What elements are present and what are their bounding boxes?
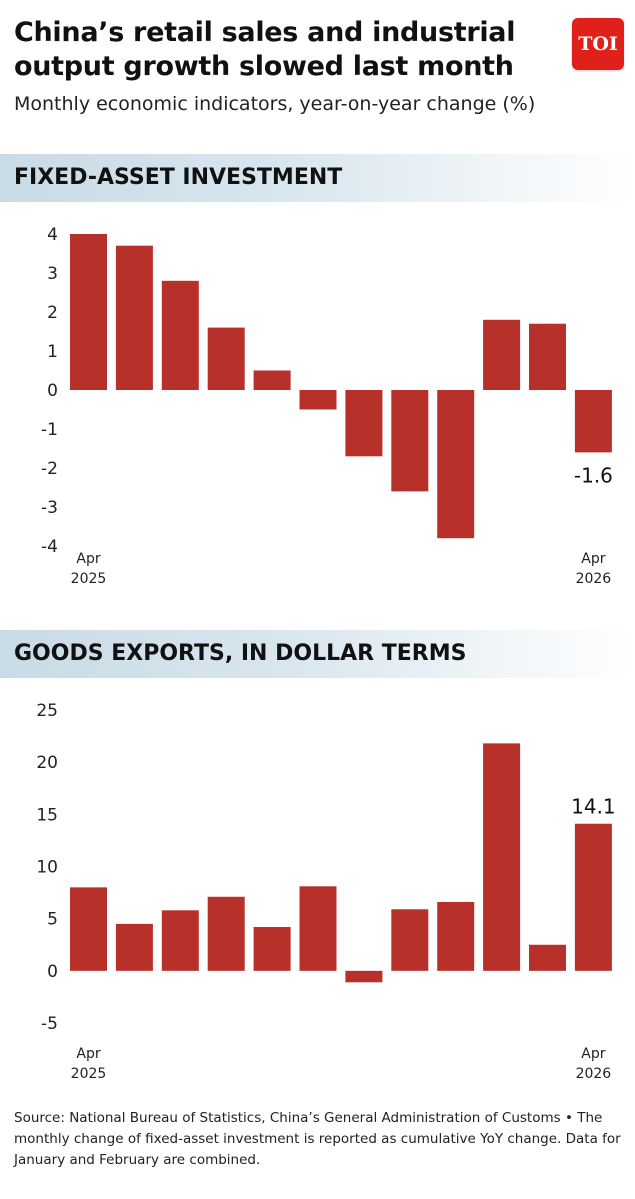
page-subtitle: Monthly economic indicators, year-on-yea… (14, 93, 536, 115)
source-footnote: Source: National Bureau of Statistics, C… (14, 1110, 621, 1168)
y-tick-label: 20 (36, 753, 58, 773)
y-tick-label: 0 (47, 962, 58, 982)
exports-section-header: GOODS EXPORTS, IN DOLLAR TERMS (0, 630, 635, 678)
bar-mar-2026 (529, 944, 566, 971)
x-tick-year: 2025 (71, 1066, 107, 1082)
bar-dec-2025 (437, 390, 475, 539)
bar-sep-2025 (299, 886, 337, 971)
y-tick-label: 3 (47, 264, 58, 284)
exports-chart: 25 20 15 10 5 0 -5 Apr 2025 Apr 2026 14.1 (0, 690, 635, 1090)
x-tick-month: Apr (76, 551, 100, 567)
x-tick-month: Apr (581, 1046, 605, 1062)
exports-bar-chart: 25 20 15 10 5 0 -5 Apr 2025 Apr 2026 14.1 (36, 701, 616, 1082)
y-tick-label: -3 (41, 498, 58, 518)
exports-heading: GOODS EXPORTS, IN DOLLAR TERMS (14, 641, 467, 666)
y-tick-label: -5 (41, 1014, 58, 1034)
bar-sep-2025 (299, 390, 337, 410)
fai-bar-chart: 4 3 2 1 0 -1 -2 -3 -4 Apr 2025 Apr 2026 -1.6 (41, 225, 613, 587)
x-tick-month: Apr (581, 551, 605, 567)
y-tick-label: 2 (47, 303, 58, 323)
y-tick-label: -1 (41, 420, 58, 440)
bar-apr-2026 (574, 390, 612, 453)
bar-apr-2025 (70, 887, 107, 971)
bar-jan-feb-2026 (483, 319, 521, 390)
y-tick-label: 0 (47, 381, 58, 401)
bar-jun-2025 (161, 910, 199, 971)
bar-nov-2025 (391, 390, 429, 492)
page-title: China’s retail sales and industrial outp… (14, 17, 516, 82)
bar-nov-2025 (391, 909, 429, 971)
y-tick-label: 5 (47, 910, 58, 930)
value-annotation: 14.1 (571, 795, 616, 819)
x-tick-month: Apr (76, 1046, 100, 1062)
bar-jan-feb-2026 (483, 743, 521, 971)
y-tick-label: -2 (41, 459, 58, 479)
bar-apr-2025 (70, 234, 107, 390)
y-tick-label: 1 (47, 342, 58, 362)
y-tick-label: 10 (36, 858, 58, 878)
bar-jun-2025 (161, 280, 199, 390)
y-tick-label: 25 (36, 701, 58, 721)
y-tick-label: 4 (47, 225, 58, 245)
x-tick-year: 2025 (71, 571, 107, 587)
bar-jul-2025 (207, 327, 245, 390)
bar-aug-2025 (253, 370, 291, 390)
value-annotation: -1.6 (574, 463, 613, 487)
bar-oct-2025 (345, 390, 383, 457)
bar-may-2025 (115, 245, 153, 390)
y-tick-label: 15 (36, 805, 58, 825)
bar-apr-2026 (574, 823, 612, 971)
toi-logo: TOI (572, 18, 624, 70)
bar-oct-2025 (345, 970, 383, 983)
bar-jul-2025 (207, 896, 245, 971)
x-tick-year: 2026 (576, 1066, 612, 1082)
bar-aug-2025 (253, 927, 291, 971)
x-tick-year: 2026 (576, 571, 612, 587)
fai-section-header: FIXED-ASSET INVESTMENT (0, 154, 635, 202)
fai-heading: FIXED-ASSET INVESTMENT (14, 165, 343, 190)
bar-dec-2025 (437, 901, 475, 971)
bar-mar-2026 (529, 323, 566, 390)
bar-may-2025 (115, 923, 153, 971)
y-tick-label: -4 (41, 537, 58, 557)
fai-chart: 4 3 2 1 0 -1 -2 -3 -4 Apr 2025 Apr 2026 -1.6 (0, 212, 635, 602)
